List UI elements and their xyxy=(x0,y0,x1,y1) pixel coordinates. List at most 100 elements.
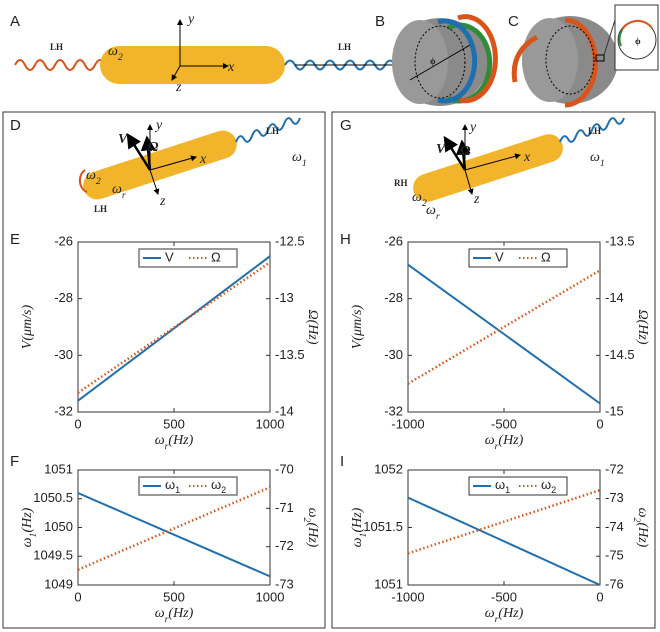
label: Ω xyxy=(148,140,159,155)
label: LH xyxy=(588,126,601,136)
y2-tick-label: -13.5 xyxy=(275,347,305,362)
label: x xyxy=(227,60,235,75)
y-tick-label: -28 xyxy=(384,290,403,305)
panel-label: G xyxy=(340,117,352,134)
legend xyxy=(138,248,238,268)
panel-label: F xyxy=(10,453,19,470)
x-tick-label: -1000 xyxy=(391,589,424,604)
y2-tick-label: -72 xyxy=(275,538,294,553)
label: ω2 xyxy=(86,168,101,187)
label: z xyxy=(473,192,480,207)
label: y xyxy=(154,118,163,133)
diagram-b xyxy=(392,14,498,106)
y2-tick-label: -12.5 xyxy=(275,233,305,248)
label: ϕ xyxy=(430,56,436,66)
x-axis-label: ωr(Hz) xyxy=(485,606,524,625)
y2-tick-label: -15 xyxy=(605,403,624,418)
y-tick-label: 1051.5 xyxy=(363,519,403,534)
y-tick-label: 1049.5 xyxy=(33,548,73,563)
x-tick-label: 500 xyxy=(163,416,185,431)
x-tick-label: 1000 xyxy=(256,589,285,604)
y-tick-label: -32 xyxy=(384,403,403,418)
x-tick-label: 500 xyxy=(163,589,185,604)
diagram-a xyxy=(14,19,410,84)
series-line xyxy=(407,488,601,555)
label: LH xyxy=(94,204,107,214)
legend-label: ω1 xyxy=(495,477,510,495)
legend-label: Ω xyxy=(211,249,221,264)
x-tick-label: 0 xyxy=(596,416,603,431)
legend-label: ω2 xyxy=(541,477,556,495)
series-line xyxy=(407,263,601,405)
y2-tick-label: -14 xyxy=(605,290,624,305)
panel-label: E xyxy=(10,231,20,248)
label: ω1 xyxy=(292,150,307,169)
x-tick-label: -500 xyxy=(491,589,517,604)
label: y xyxy=(468,120,477,135)
y-tick-label: -26 xyxy=(384,233,403,248)
panel-label: I xyxy=(340,453,344,470)
y2-tick-label: -14 xyxy=(275,403,294,418)
y-axis-label: V(μm/s) xyxy=(20,304,35,349)
y-axis-label: ω1(Hz) xyxy=(350,507,369,547)
x-axis-label: ωr(Hz) xyxy=(485,433,524,452)
label: y xyxy=(186,12,195,27)
y2-tick-label: -71 xyxy=(275,500,294,515)
x-tick-label: 0 xyxy=(74,416,81,431)
label: LH xyxy=(50,42,63,52)
label: x xyxy=(523,150,531,165)
x-tick-label: -1000 xyxy=(391,416,424,431)
label: ω1 xyxy=(590,150,605,169)
y2-tick-label: -75 xyxy=(605,548,624,563)
series-line xyxy=(77,261,271,394)
label: RH xyxy=(394,178,408,188)
y2-tick-label: -13.5 xyxy=(605,233,635,248)
legend-label: ω1 xyxy=(165,477,180,495)
label: LH xyxy=(338,42,351,52)
y2-axis-label: ω2(Hz) xyxy=(631,508,650,548)
legend-label: V xyxy=(165,249,174,264)
legend xyxy=(468,248,568,268)
label: ω2 xyxy=(108,44,123,63)
panel-label: H xyxy=(340,231,351,248)
y2-tick-label: -72 xyxy=(605,461,624,476)
y2-axis-label: ω2(Hz) xyxy=(301,508,320,548)
y2-tick-label: -73 xyxy=(605,490,624,505)
series-line xyxy=(77,492,271,578)
label: ωr xyxy=(426,203,440,222)
y-tick-label: -32 xyxy=(54,403,73,418)
series-line xyxy=(407,496,601,586)
y2-tick-label: -73 xyxy=(275,576,294,591)
x-axis-label: ωr(Hz) xyxy=(155,433,194,452)
y-tick-label: 1050 xyxy=(44,519,73,534)
label: ϕ xyxy=(635,36,641,46)
y-tick-label: 1052 xyxy=(374,461,403,476)
y2-axis-label: Ω(Hz) xyxy=(635,309,650,344)
series-line xyxy=(407,269,601,385)
label: Ω xyxy=(460,144,471,159)
series-line xyxy=(77,486,271,571)
diagram-g xyxy=(413,117,625,202)
label: x xyxy=(199,152,207,167)
legend xyxy=(138,476,238,496)
y-axis-label: ω1(Hz) xyxy=(20,507,39,547)
label: z xyxy=(159,194,166,209)
panel-frame xyxy=(2,111,326,629)
y-tick-label: 1051 xyxy=(44,461,73,476)
x-tick-label: 0 xyxy=(74,589,81,604)
y-axis-label: V(μm/s) xyxy=(350,304,365,349)
plot-frame xyxy=(407,241,601,413)
panel-label: B xyxy=(375,13,385,30)
panel-label: C xyxy=(508,13,519,30)
y-tick-label: 1049 xyxy=(44,576,73,591)
y2-tick-label: -13 xyxy=(275,290,294,305)
y-tick-label: -28 xyxy=(54,290,73,305)
y-tick-label: 1050.5 xyxy=(33,490,73,505)
legend-label: Ω xyxy=(541,249,551,264)
label: LH xyxy=(266,126,279,136)
panel-frame xyxy=(331,111,656,629)
label: V xyxy=(436,142,447,157)
panel-label: A xyxy=(10,13,20,30)
label: V xyxy=(118,132,129,147)
